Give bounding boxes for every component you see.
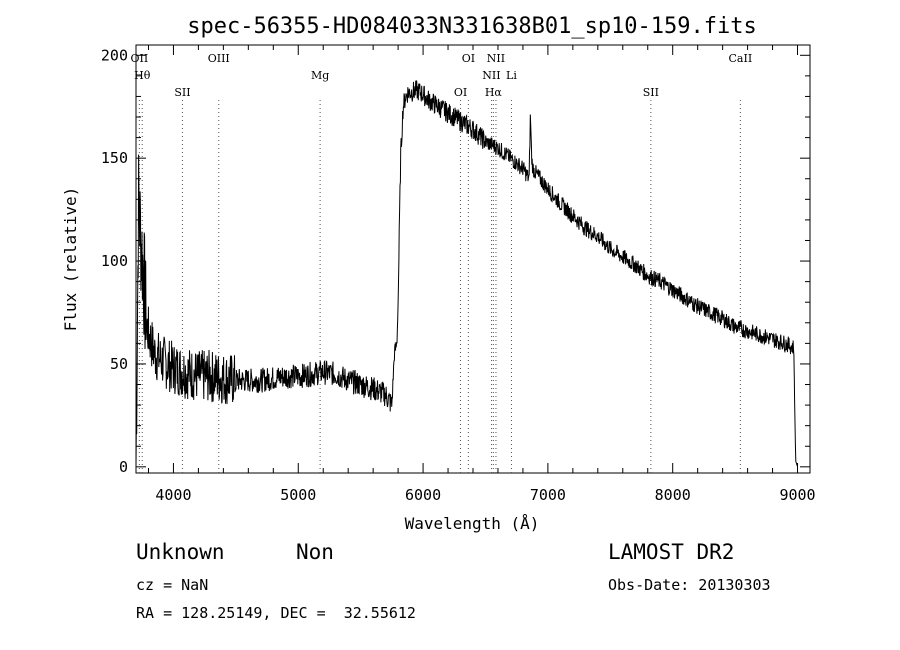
- axis-ticks: 4000 5000 6000 7000 8000 9000 0 50 100 150 200: [101, 45, 816, 504]
- object-subclass: Non: [296, 540, 334, 564]
- spectral-line-label: SII: [174, 86, 190, 99]
- y-tick-label: 50: [110, 355, 128, 373]
- plot-frame: [135, 44, 811, 474]
- spectrum-series-line: [135, 80, 798, 467]
- spectral-line-label: OI: [454, 86, 467, 99]
- spectral-line-label: OIII: [208, 52, 230, 65]
- x-tick-label: 7000: [530, 486, 566, 504]
- spectral-line-label: Mg: [311, 69, 329, 82]
- x-tick-label: 4000: [155, 486, 191, 504]
- y-axis-label: Flux (relative): [61, 187, 80, 332]
- x-tick-label: 8000: [655, 486, 691, 504]
- chart-title: spec-56355-HD084033N331638B01_sp10-159.f…: [187, 14, 757, 39]
- x-tick-label: 5000: [280, 486, 316, 504]
- y-tick-label: 0: [119, 458, 128, 476]
- obs-date: Obs-Date: 20130303: [608, 576, 771, 594]
- spectral-line-label: SII: [643, 86, 659, 99]
- survey-name: LAMOST DR2: [608, 540, 735, 564]
- coordinates: RA = 128.25149, DEC = 32.55612: [136, 604, 416, 622]
- spectral-line-label: NII: [482, 69, 500, 82]
- spectral-line-label: OII: [131, 52, 149, 65]
- spectral-line-label: Hθ: [134, 69, 151, 82]
- spectral-line-label: Li: [506, 69, 517, 82]
- spectral-line-label: NII: [487, 52, 505, 65]
- spectrum-plot: spec-56355-HD084033N331638B01_sp10-159.f…: [61, 14, 816, 533]
- spectral-line-label: CaII: [729, 52, 753, 65]
- y-tick-label: 150: [101, 149, 128, 167]
- spectral-line-label: OI: [462, 52, 475, 65]
- y-tick-label: 200: [101, 46, 128, 64]
- x-tick-label: 6000: [405, 486, 441, 504]
- cz-value: cz = NaN: [136, 576, 209, 594]
- y-tick-label: 100: [101, 252, 128, 270]
- x-tick-label: 9000: [779, 486, 815, 504]
- spectral-line-label: Hα: [485, 86, 503, 99]
- x-axis-label: Wavelength (Å): [405, 514, 540, 533]
- object-class: Unknown: [136, 540, 225, 564]
